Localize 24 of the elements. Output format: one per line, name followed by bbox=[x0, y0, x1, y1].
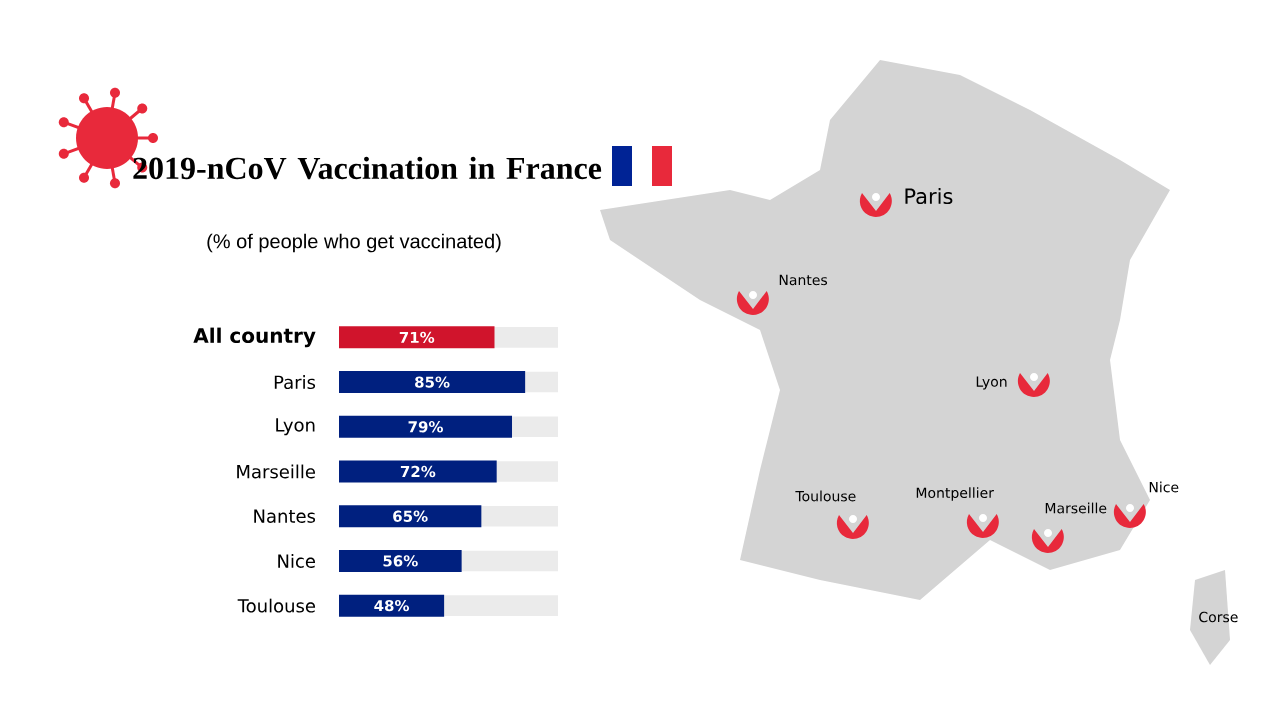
y-tick-label: Marseille bbox=[237, 464, 316, 479]
data-label: 65% bbox=[393, 510, 428, 522]
y-tick-label: Nantes bbox=[254, 509, 316, 523]
text: Montpellier bbox=[916, 487, 994, 501]
text: Toulouse bbox=[795, 490, 856, 502]
y-tick-label: Nice bbox=[278, 553, 315, 568]
data-label: 56% bbox=[383, 555, 418, 567]
data-label: 85% bbox=[415, 376, 450, 388]
text: Nice bbox=[1149, 481, 1179, 493]
text: Corse bbox=[1199, 611, 1238, 623]
text: Marseille bbox=[1045, 502, 1107, 514]
text: Paris bbox=[905, 187, 953, 205]
chart-title: 2019-nCoV Vaccination in France bbox=[133, 156, 602, 180]
chart-subtitle: (% of people who get vaccinated) bbox=[207, 233, 501, 253]
text: Nantes bbox=[779, 274, 828, 286]
y-tick-label: All country bbox=[193, 327, 316, 348]
y-tick-label: Paris bbox=[274, 375, 316, 390]
data-label: 72% bbox=[400, 465, 436, 478]
data-label: 71% bbox=[399, 331, 435, 344]
y-tick-label: Lyon bbox=[276, 418, 315, 436]
data-label: 48% bbox=[374, 599, 410, 612]
data-label: 79% bbox=[408, 421, 443, 433]
y-tick-label: Toulouse bbox=[237, 598, 316, 613]
text: Lyon bbox=[976, 376, 1007, 390]
